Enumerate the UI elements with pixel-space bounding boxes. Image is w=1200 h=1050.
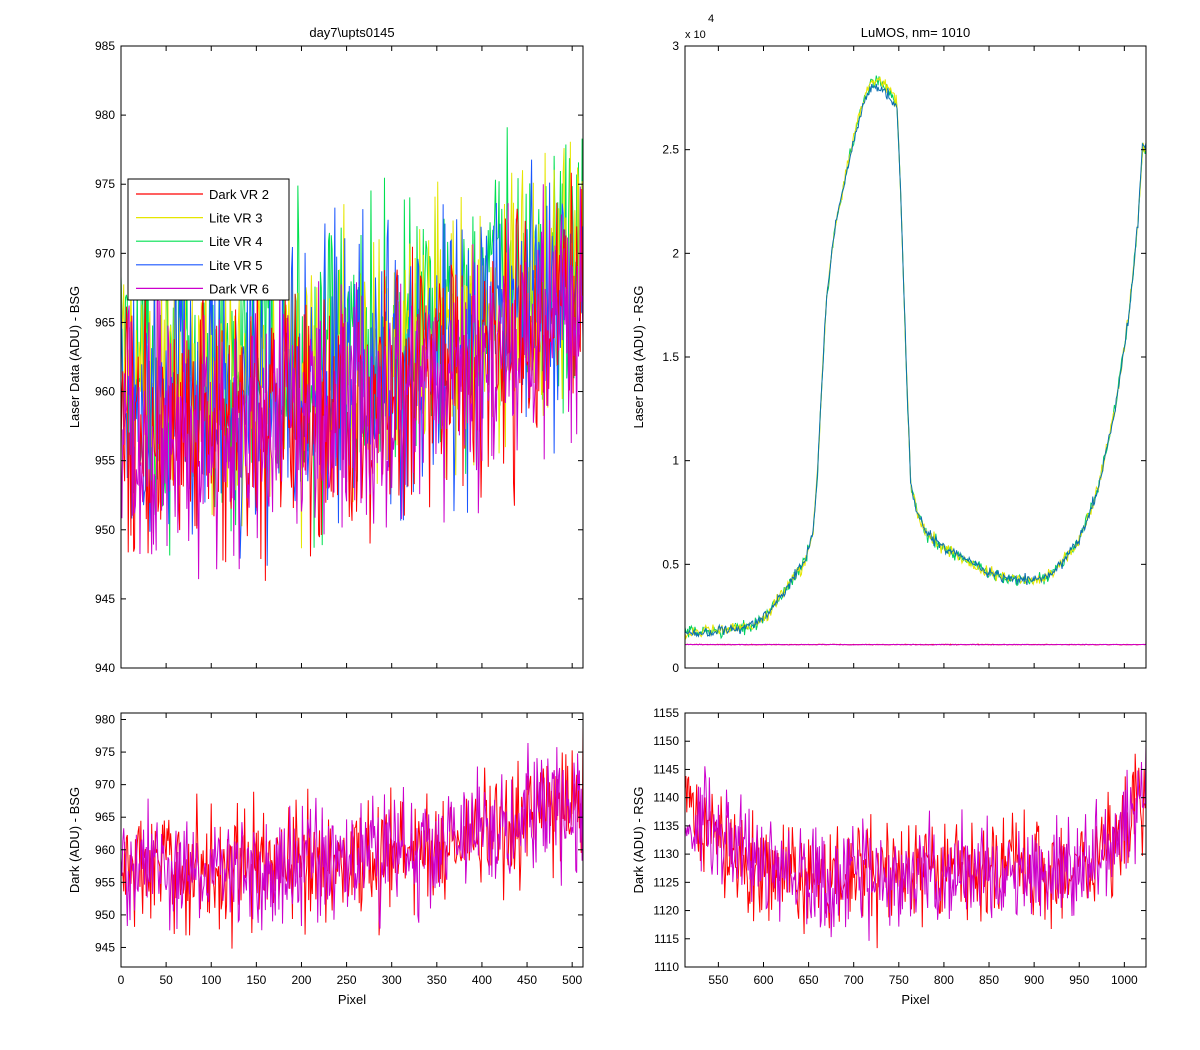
legend-label: Dark VR 2 [209, 187, 269, 202]
legend: Dark VR 2 Lite VR 3 Lite VR 4 Lite VR 5 Dark… [127, 178, 290, 301]
y-tick-label: 985 [95, 39, 115, 53]
y-tick-label: 1155 [653, 706, 679, 720]
scale-exponent: 4 [708, 13, 714, 25]
axes-box [120, 712, 584, 968]
series-group [685, 742, 1146, 949]
y-tick-label: 2 [672, 246, 679, 260]
series-line-2 [685, 76, 1146, 640]
series-line-4 [121, 172, 583, 581]
x-tick-label: 450 [517, 973, 537, 987]
x-tick-label: 1000 [1111, 973, 1138, 987]
chart-tr: 0 0.5 1 1.5 2 2.5 3 LuMOS, nm= 1010 Laser Data (… [631, 13, 1147, 675]
series-line-3 [685, 83, 1146, 638]
x-tick-label: 650 [799, 973, 819, 987]
series-line-5 [685, 643, 1146, 646]
y-tick-label: 970 [95, 778, 115, 792]
y-tick-label: 960 [95, 385, 115, 399]
y-tick-label: 980 [95, 713, 115, 727]
x-tick-label: 750 [889, 973, 909, 987]
x-tick-label: 50 [159, 973, 173, 987]
chart-title: LuMOS, nm= 1010 [861, 25, 970, 40]
x-tick-label: 600 [753, 973, 773, 987]
y-tick-label: 1120 [653, 904, 679, 918]
y-tick-label: 965 [95, 315, 115, 329]
x-axis-label: Pixel [338, 992, 366, 1007]
y-tick-label: 1130 [653, 847, 679, 861]
x-tick-label: 800 [934, 973, 954, 987]
legend-box [127, 178, 290, 301]
y-tick-label: 945 [95, 592, 115, 606]
y-tick-label: 950 [95, 908, 115, 922]
y-tick-label: 1115 [654, 932, 679, 946]
series-line-2 [121, 743, 583, 931]
y-tick-label: 1135 [653, 819, 679, 833]
x-tick-label: 0 [118, 973, 125, 987]
y-tick-label: 950 [95, 523, 115, 537]
chart-br: 550 600 650 700 750 800 850 900 950 1000 1110 1115 1… [631, 706, 1147, 1007]
y-tick-label: 970 [95, 246, 115, 260]
plot-area [685, 46, 1146, 668]
y-tick-label: 980 [95, 108, 115, 122]
chart-title: day7\upts0145 [309, 25, 394, 40]
series-line-1 [121, 726, 583, 949]
series-group [685, 75, 1146, 646]
y-axis-label: Dark (ADU) - BSG [67, 787, 82, 893]
x-tick-label: 700 [844, 973, 864, 987]
y-tick-label: 1145 [653, 762, 679, 776]
legend-label: Lite VR 5 [209, 258, 262, 273]
x-tick-label: 900 [1024, 973, 1044, 987]
y-axis-label: Dark (ADU) - RSG [631, 787, 646, 894]
y-tick-label: 1.5 [662, 350, 679, 364]
y-tick-label: 955 [95, 875, 115, 889]
x-tick-label: 150 [246, 973, 266, 987]
legend-label: Lite VR 4 [209, 234, 262, 249]
axes-box [684, 712, 1147, 968]
y-tick-label: 0.5 [662, 557, 679, 571]
axes-box [120, 45, 584, 669]
x-tick-label: 100 [201, 973, 221, 987]
y-tick-label: 960 [95, 843, 115, 857]
series-group [121, 127, 583, 581]
legend-label: Dark VR 6 [209, 281, 269, 296]
y-tick-label: 1125 [653, 875, 679, 889]
series-line-5 [121, 184, 583, 580]
chart-bl: 0 50 100 150 200 250 300 350 400 450 500 945 950 955 9… [67, 712, 584, 1007]
y-tick-label: 975 [95, 745, 115, 759]
y-tick-label: 3 [672, 39, 679, 53]
x-tick-label: 950 [1069, 973, 1089, 987]
y-axis-label: Laser Data (ADU) - RSG [631, 285, 646, 428]
x-tick-label: 400 [472, 973, 492, 987]
series-group [121, 726, 583, 949]
y-tick-label: 965 [95, 810, 115, 824]
chart-tl: 940 945 950 955 960 965 970 975 980 985 day7\upts0… [67, 25, 584, 675]
y-tick-label: 1 [672, 454, 679, 468]
x-tick-label: 550 [708, 973, 728, 987]
x-axis-label: Pixel [901, 992, 929, 1007]
y-tick-label: 955 [95, 454, 115, 468]
series-line-1 [685, 753, 1146, 949]
x-tick-label: 200 [291, 973, 311, 987]
y-tick-label: 1110 [654, 960, 679, 974]
y-tick-label: 0 [672, 661, 679, 675]
x-tick-label: 300 [382, 973, 402, 987]
series-line-2 [685, 742, 1146, 941]
y-tick-label: 940 [95, 661, 115, 675]
y-tick-label: 1140 [653, 791, 679, 805]
x-tick-label: 500 [562, 973, 582, 987]
y-tick-label: 945 [95, 940, 115, 954]
x-tick-label: 850 [979, 973, 999, 987]
scale-multiplier: x 10 [685, 29, 706, 41]
y-tick-label: 1150 [653, 734, 679, 748]
legend-label: Lite VR 3 [209, 211, 262, 226]
y-axis-label: Laser Data (ADU) - BSG [67, 286, 82, 428]
x-tick-label: 350 [427, 973, 447, 987]
x-tick-label: 250 [337, 973, 357, 987]
y-tick-label: 2.5 [662, 143, 679, 157]
y-tick-label: 975 [95, 177, 115, 191]
